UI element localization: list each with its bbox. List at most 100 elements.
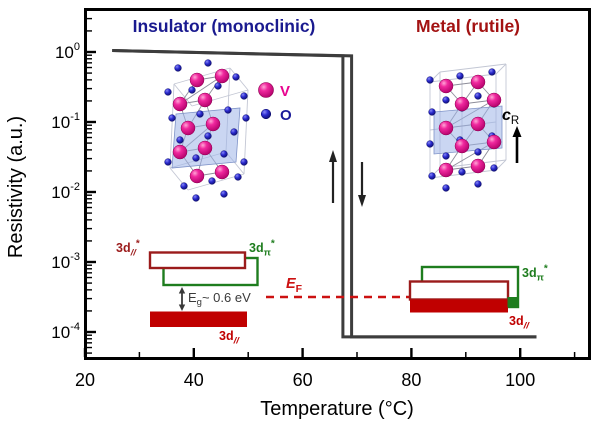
resistivity-curve: [112, 49, 537, 339]
o-atom: [204, 59, 212, 67]
svg-text:80: 80: [401, 370, 421, 390]
metal-3d-parallel-label: 3d//: [509, 314, 530, 332]
svg-text:20: 20: [75, 370, 95, 390]
c-axis-arrow-icon: [512, 126, 522, 163]
v-atom: [470, 74, 486, 90]
o-atom: [196, 110, 204, 118]
y-axis-label: Resistivity (a.u.): [5, 116, 27, 258]
insulator-3d-parallel-star-label: 3d//*: [116, 239, 140, 259]
y-minor-ticks: [87, 17, 92, 354]
crystal-structure-monoclinic: [164, 59, 250, 202]
band-gap-arrow-icon: [178, 287, 186, 311]
v-atom: [454, 96, 470, 112]
o-atom: [214, 82, 222, 90]
insulator-3d-pi-star-label: 3dπ*: [249, 239, 275, 259]
o-atom: [240, 158, 248, 166]
x-axis-label: Temperature (°C): [260, 398, 414, 420]
svg-text:60: 60: [293, 370, 313, 390]
insulator-band-3d-parallel-filled: [150, 311, 247, 327]
insulator-3d-parallel-label: 3d//: [219, 329, 240, 347]
o-atom: [208, 177, 216, 185]
v-atom: [486, 92, 502, 108]
v-atom: [189, 168, 205, 184]
legend: V O: [258, 82, 292, 124]
svg-text:10-1: 10-1: [51, 111, 80, 132]
o-atom-icon: [260, 108, 272, 120]
o-atom: [490, 164, 498, 172]
v-atom: [172, 96, 188, 112]
o-atom: [234, 173, 242, 181]
y-tick-labels: 100 10-1 10-2 10-3 10-4: [51, 41, 80, 342]
o-atom: [164, 88, 172, 96]
o-atom: [442, 96, 450, 104]
o-atom: [220, 190, 228, 198]
legend-o-label: O: [280, 107, 292, 124]
fermi-level-label: EF: [286, 276, 303, 295]
o-atom: [442, 184, 450, 192]
band-gap-label: Eg~ 0.6 eV: [188, 290, 251, 308]
metal-band-3d-parallel-star: [408, 280, 510, 301]
metal-band-diagram: 3dπ* 3d//: [408, 264, 548, 332]
v-atom: [438, 162, 454, 178]
v-atom: [454, 138, 470, 154]
o-atom: [474, 92, 482, 100]
o-atom: [204, 132, 212, 140]
o-atom: [488, 68, 496, 76]
v-atom: [197, 140, 213, 156]
svg-text:100: 100: [55, 41, 80, 62]
insulator-phase-label: Insulator (monoclinic): [133, 16, 316, 36]
plot-frame: [84, 8, 591, 360]
o-atom: [428, 172, 436, 180]
svg-text:40: 40: [184, 370, 204, 390]
v-atom: [189, 72, 205, 88]
o-atom: [174, 64, 182, 72]
o-atom: [232, 73, 240, 81]
x-minor-ticks: [138, 352, 576, 357]
v-atom: [214, 164, 230, 180]
crystal-structure-rutile: [426, 63, 507, 192]
o-atom: [180, 182, 188, 190]
x-ticks: [83, 348, 522, 357]
o-atom: [168, 114, 176, 122]
o-atom: [224, 106, 232, 114]
o-atom: [230, 128, 238, 136]
legend-v-label: V: [280, 83, 290, 100]
metal-phase-label: Metal (rutile): [416, 16, 520, 36]
v-atom-icon: [258, 82, 274, 98]
v-atom: [180, 120, 196, 136]
v-atom: [205, 116, 221, 132]
svg-text:10-2: 10-2: [51, 181, 80, 202]
v-atom: [470, 158, 486, 174]
v-atom: [438, 78, 454, 94]
v-atom: [214, 68, 230, 84]
svg-text:10-3: 10-3: [51, 251, 80, 272]
svg-text:100: 100: [505, 370, 535, 390]
o-atom: [426, 140, 434, 148]
insulator-band-diagram: Eg~ 0.6 eV 3d//* 3dπ* 3d//: [116, 239, 275, 347]
o-atom: [176, 136, 184, 144]
o-atom: [458, 168, 466, 176]
o-atom: [164, 158, 172, 166]
c-axis-label: cR: [502, 107, 519, 127]
o-atom: [428, 108, 436, 116]
v-atom: [470, 116, 486, 132]
insulator-band-3d-parallel-star: [148, 251, 247, 270]
v-atom: [172, 144, 188, 160]
svg-text:10-4: 10-4: [51, 321, 80, 342]
o-atom: [192, 154, 200, 162]
o-atom: [426, 76, 434, 84]
metal-band-3d-pi-filled: [507, 297, 518, 307]
v-atom: [486, 134, 502, 150]
cooling-up-arrow-icon: [329, 150, 337, 203]
o-atom: [240, 92, 248, 100]
o-atom: [474, 180, 482, 188]
o-atom: [456, 72, 464, 80]
heating-down-arrow-icon: [358, 162, 366, 207]
metal-band-3d-parallel-filled: [410, 299, 508, 313]
metal-3d-pi-star-label: 3dπ*: [522, 264, 548, 284]
y-ticks: [87, 50, 96, 334]
o-atom: [474, 148, 482, 156]
fermi-level: EF: [266, 276, 409, 299]
